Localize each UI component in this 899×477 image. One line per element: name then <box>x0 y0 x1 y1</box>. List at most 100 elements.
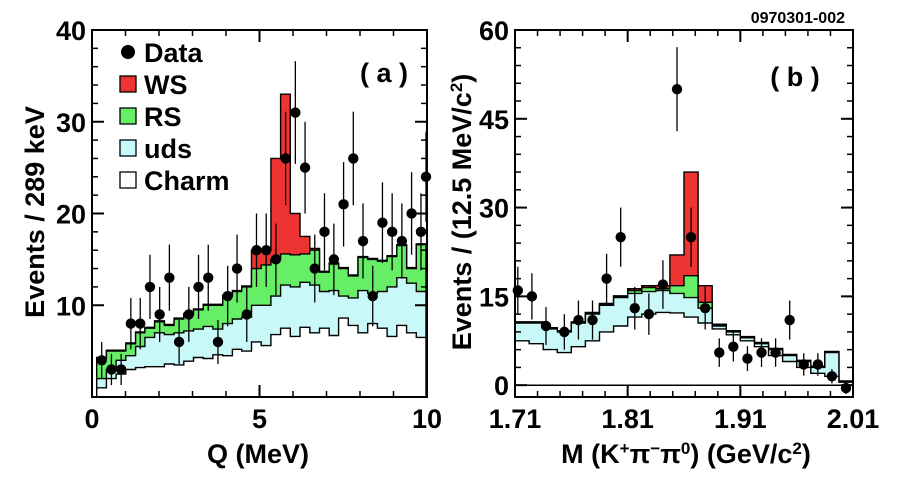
panel-b-label: ( b ) <box>770 62 819 92</box>
panel-a-data-marker <box>125 318 137 329</box>
legend-entry-rs: RS <box>119 102 182 132</box>
panel-b-data-point <box>587 300 598 340</box>
panel-a-data-marker <box>415 226 427 238</box>
panel-b-data-point <box>798 353 809 376</box>
panel-b-x-tick-label: 1.71 <box>489 404 542 434</box>
legend-entry-data: Data <box>121 38 204 68</box>
panel-a-data-point <box>415 193 427 271</box>
panel-a-data-marker <box>212 336 224 348</box>
panel-b-data-point <box>685 207 697 267</box>
panel-a-data-marker <box>367 290 378 302</box>
panel-a-data-point <box>280 111 291 206</box>
panel-b-data-marker <box>573 314 584 326</box>
panel-a-x-tick-label: 10 <box>412 404 442 434</box>
panel-b-data-point <box>826 369 838 384</box>
panel-b-y-tick-label: 45 <box>479 105 509 135</box>
panel-a-data-point <box>173 319 185 364</box>
panel-b-x-tick-label: 1.81 <box>601 404 654 434</box>
panel-a-data-marker <box>251 245 262 256</box>
panel-a-data-point <box>125 297 137 350</box>
panel-a-data-marker <box>183 309 195 320</box>
panel-a-data-marker <box>203 272 214 283</box>
panel-b-y-tick-label: 30 <box>479 194 509 224</box>
panel-b-data-marker <box>770 347 781 358</box>
panel-b-data-marker <box>685 231 697 243</box>
legend-entry-ws: WS <box>119 70 188 100</box>
panel-a-data-point <box>115 353 127 386</box>
panel-a-data-marker <box>144 281 156 293</box>
legend-swatch-rs <box>119 107 137 125</box>
panel-a-data-marker <box>290 107 301 118</box>
panel-b-data-point <box>812 353 824 376</box>
panel-b-data-points <box>512 47 852 395</box>
panel-b-data-point <box>657 260 669 309</box>
panel-b-data-point <box>573 300 584 340</box>
panel-b-data-marker <box>742 353 753 364</box>
panel-a-data-marker <box>406 208 417 219</box>
panel-b-data-marker <box>601 273 612 284</box>
legend-label-rs: RS <box>144 102 182 132</box>
panel-a-charm-histogram <box>96 317 427 398</box>
panel-a-data-marker <box>270 254 282 265</box>
panel-a-data-point <box>357 203 369 279</box>
legend-swatch-ws <box>119 75 137 93</box>
panel-b-data-point <box>629 286 640 330</box>
panel-a-data-point <box>222 265 233 327</box>
panel-a-y-tick-label: 10 <box>56 291 86 321</box>
legend-label-ws: WS <box>144 70 188 100</box>
panel-a: 0 5 10 10 20 30 40 Q (MeV) Events / 289 keV ( … <box>20 16 442 469</box>
panel-a-data-point <box>231 234 243 303</box>
panel-a-data-marker <box>135 318 146 329</box>
panel-a-data-point <box>164 244 175 311</box>
panel-a-data-marker <box>96 355 107 366</box>
panel-b-data-marker <box>657 279 669 290</box>
panel-b-data-marker <box>798 359 809 370</box>
panel-b-data-point <box>526 273 538 320</box>
panel-b-data-marker <box>587 314 598 326</box>
panel-a-data-marker <box>328 254 340 265</box>
panel-b-data-point <box>615 207 626 267</box>
panel-a-data-point <box>299 121 311 214</box>
panel-a-data-marker <box>173 336 185 348</box>
panel-b-data-point <box>728 331 739 362</box>
panel-b-data-marker <box>714 347 725 358</box>
panel-b-x-tick-label: 2.01 <box>827 404 880 434</box>
panel-b-data-marker <box>615 231 626 243</box>
panel-a-data-point <box>328 223 340 296</box>
panel-b-data-marker <box>643 308 655 320</box>
panel-a-data-marker <box>386 226 398 238</box>
panel-a-data-marker <box>309 263 320 274</box>
panel-b-data-point <box>784 300 795 340</box>
legend-marker-data <box>121 45 135 59</box>
panel-b-data-marker <box>671 83 683 95</box>
panel-b-y-axis-label: Events / (12.5 MeV/c2) <box>447 74 478 351</box>
panel-a-data-point <box>212 319 224 364</box>
panel-a-data-marker <box>222 290 233 302</box>
panel-a-data-marker <box>115 364 127 375</box>
panel-a-data-marker <box>299 162 311 173</box>
panel-a-data-marker <box>348 153 359 164</box>
panel-a-data-point <box>377 182 388 264</box>
panel-b-y-tick-label: 60 <box>479 16 509 46</box>
legend-swatch-charm <box>119 171 137 189</box>
panel-b-histograms <box>514 171 854 386</box>
panel-b-data-point <box>540 307 552 345</box>
legend-swatch-uds <box>119 139 137 157</box>
panel-a-data-marker <box>396 235 408 247</box>
panel-a-data-points <box>96 61 432 386</box>
panel-a-data-point <box>183 286 195 342</box>
panel-b-data-marker <box>826 371 838 382</box>
panel-a-data-marker <box>231 263 243 274</box>
panel-a-data-point <box>367 265 378 327</box>
panel-b-data-point <box>559 314 570 350</box>
panel-b-data-marker <box>728 341 739 352</box>
panel-a-data-point <box>338 162 349 247</box>
panel-b-data-marker <box>699 303 711 314</box>
panel-b-x-axis-label: M (K+π−π0) (GeV/c2) <box>561 439 811 470</box>
panel-b-data-marker <box>540 320 552 332</box>
legend-label-data: Data <box>144 38 204 68</box>
panel-b-y-tick-label: 15 <box>479 282 509 312</box>
panel-a-data-point <box>396 203 408 279</box>
panel-a-y-tick-label: 40 <box>56 16 86 46</box>
